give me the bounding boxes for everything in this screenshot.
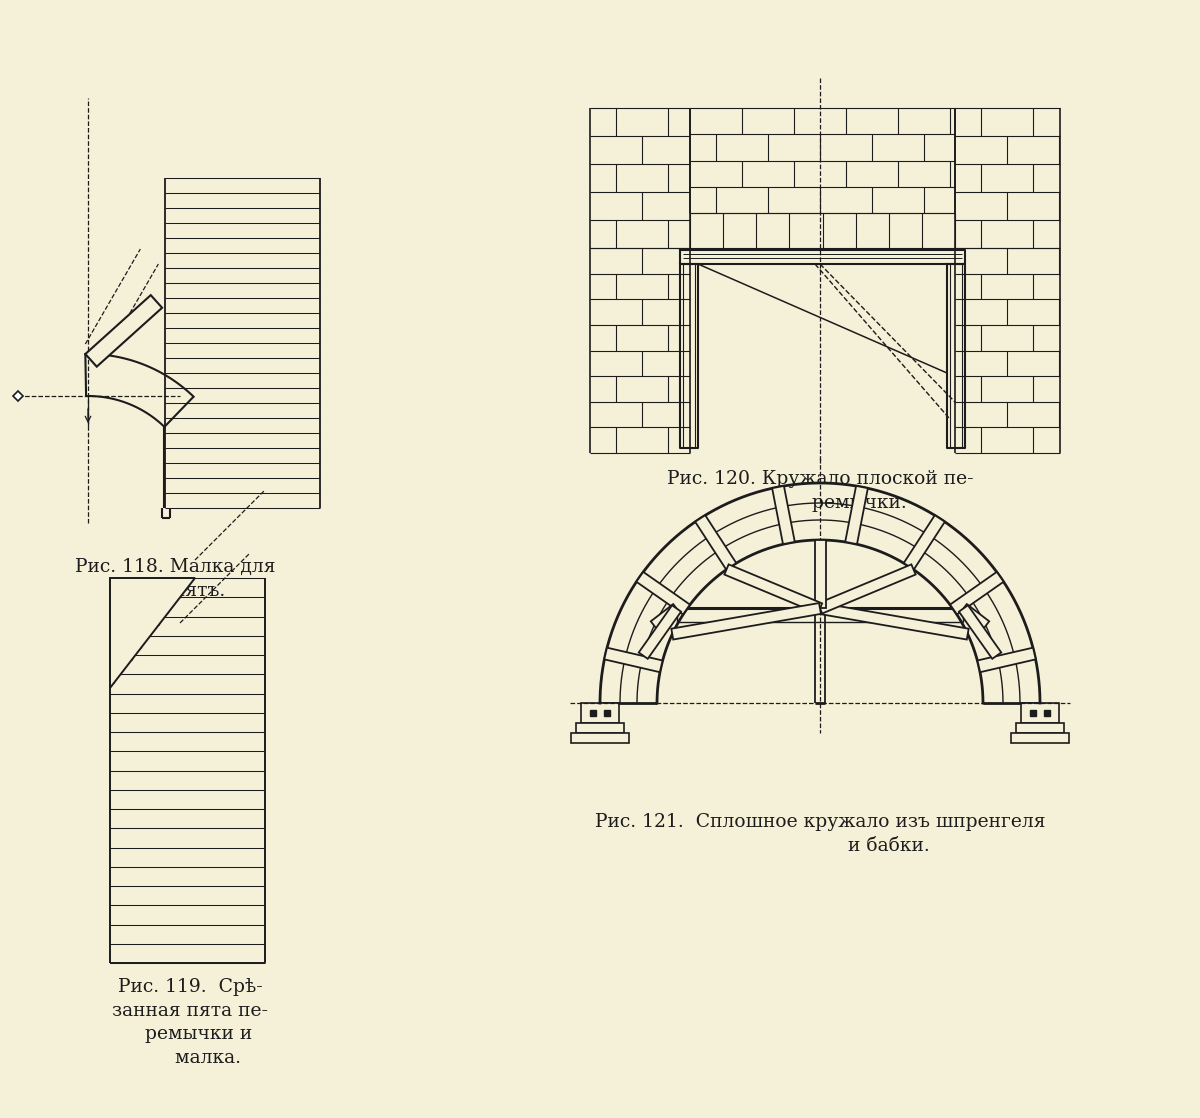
Bar [576,723,624,733]
Bar [581,703,619,723]
Text: Рис. 120. Кружало плоской пе-
             ремычки.: Рис. 120. Кружало плоской пе- ремычки. [667,470,973,512]
Polygon shape [818,565,916,614]
Polygon shape [950,572,1003,615]
Polygon shape [960,604,989,631]
Polygon shape [671,603,821,639]
Text: Рис. 118. Малка для
        пятъ.: Рис. 118. Малка для пятъ. [74,558,275,599]
Text: Рис. 121.  Сплошное кружало изъ шпренгеля
                       и бабки.: Рис. 121. Сплошное кружало изъ шпренгеля… [595,813,1045,854]
Text: Рис. 119.  Срѣ-
занная пята пе-
   ремычки и
      малка.: Рис. 119. Срѣ- занная пята пе- ремычки и… [112,978,268,1067]
Bar [1016,723,1064,733]
Polygon shape [904,515,944,569]
Polygon shape [638,605,682,659]
Bar [1021,703,1060,723]
Polygon shape [959,605,1001,659]
Polygon shape [650,604,680,631]
Polygon shape [636,572,690,615]
Polygon shape [110,578,194,688]
Polygon shape [725,565,822,614]
Bar [571,733,629,743]
Polygon shape [978,647,1036,672]
Polygon shape [85,295,162,367]
Polygon shape [815,540,826,608]
Bar [1010,733,1069,743]
Polygon shape [820,603,968,639]
Polygon shape [605,647,662,672]
Polygon shape [772,486,794,544]
Polygon shape [695,515,737,569]
Polygon shape [845,486,868,544]
